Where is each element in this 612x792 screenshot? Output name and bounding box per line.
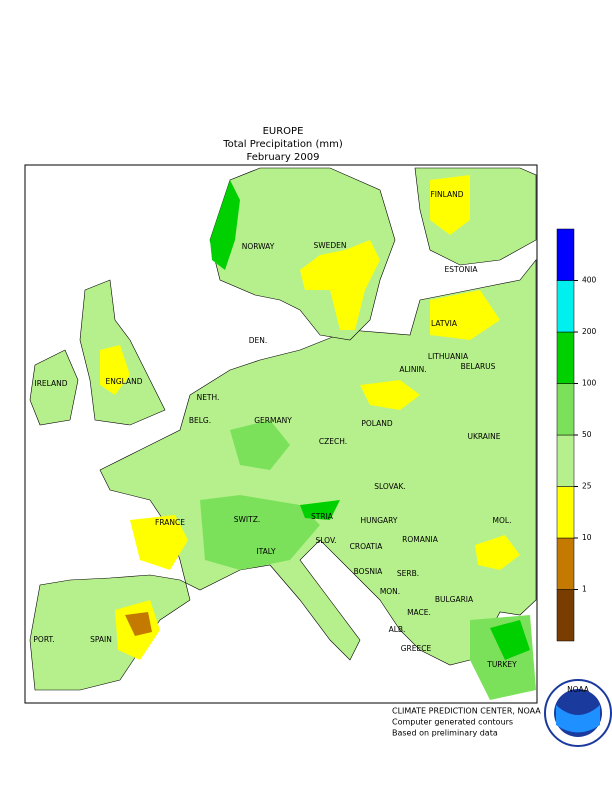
legend-box [556, 228, 575, 281]
footer-line: Based on preliminary data [392, 729, 498, 738]
country-label: TURKEY [486, 660, 517, 669]
legend-label: 1 [582, 585, 587, 594]
country-label: CROATIA [350, 542, 384, 551]
noaa-logo [544, 679, 612, 747]
land-ireland [29, 349, 79, 426]
country-label: BELARUS [461, 362, 496, 371]
legend-label: 50 [582, 430, 592, 439]
country-label: MOL. [493, 516, 512, 525]
legend-box [556, 486, 575, 539]
legend-box [556, 434, 575, 487]
country-label: ENGLAND [105, 377, 142, 386]
country-label: BULGARIA [435, 595, 474, 604]
country-label: SPAIN [90, 635, 112, 644]
country-label: GERMANY [254, 416, 292, 425]
dry-sweden [300, 240, 380, 330]
country-label: LITHUANIA [428, 352, 469, 361]
wet-alps [200, 495, 320, 570]
country-label: FRANCE [155, 518, 185, 527]
title-block: EUROPE Total Precipitation (mm) February 2… [222, 126, 343, 163]
country-label: SWEDEN [313, 241, 346, 250]
country-label: ALB. [389, 625, 406, 634]
map [24, 164, 538, 704]
country-label: HUNGARY [361, 516, 398, 525]
legend-box [556, 383, 575, 436]
country-labels: NORWAY SWEDEN FINLAND ESTONIA LATVIA DEN. LITH… [33, 190, 517, 669]
country-label: ROMANIA [402, 535, 439, 544]
dry-poland [360, 380, 420, 410]
country-label: IRELAND [34, 379, 67, 388]
dry-ukraine [475, 535, 520, 570]
country-label: MON. [380, 587, 400, 596]
land-continent [29, 259, 537, 691]
legend-label: 200 [582, 327, 597, 336]
legend-label: 100 [582, 379, 597, 388]
country-label: CZECH. [319, 437, 347, 446]
wet-norway [210, 180, 240, 270]
very-wet-turkey [490, 620, 530, 660]
title-line: February 2009 [247, 152, 320, 163]
country-label: BOSNIA [354, 567, 383, 576]
legend-label: 25 [582, 482, 592, 491]
legend-box [556, 280, 575, 333]
very-wet-alps [300, 500, 340, 520]
legend: 1 10 25 50 100 200 400 [556, 228, 597, 642]
dry-finland [430, 175, 470, 235]
legend-box [556, 331, 575, 384]
dry-france [130, 515, 188, 570]
country-label: NORWAY [242, 242, 275, 251]
dry-baltic [430, 290, 500, 340]
country-label: SLOVAK. [374, 482, 406, 491]
country-label: ALININ. [399, 365, 426, 374]
very-dry-spain [125, 612, 152, 636]
logo-text: NOAA [567, 685, 590, 694]
country-label: DEN. [249, 336, 268, 345]
legend-box [556, 589, 575, 642]
country-label: PORT. [33, 635, 54, 644]
logo-wave [556, 705, 600, 733]
country-label: MACE. [407, 608, 431, 617]
footer: CLIMATE PREDICTION CENTER, NOAA Computer … [392, 707, 541, 738]
country-label: GREECE [401, 644, 432, 653]
country-label: ESTONIA [445, 265, 479, 274]
country-label: SERB. [397, 569, 419, 578]
country-label: SWITZ. [234, 515, 261, 524]
legend-label: 10 [582, 533, 592, 542]
country-label: LATVIA [431, 319, 458, 328]
country-label: STRIA [311, 512, 334, 521]
footer-line: Computer generated contours [392, 718, 513, 727]
legend-box [556, 537, 575, 590]
country-label: SLOV. [316, 536, 337, 545]
country-label: UKRAINE [467, 432, 500, 441]
title-line: Total Precipitation (mm) [222, 139, 343, 150]
country-label: POLAND [361, 419, 393, 428]
legend-label: 400 [582, 276, 597, 285]
wet-germany [230, 420, 290, 470]
country-label: FINLAND [430, 190, 463, 199]
country-label: ITALY [256, 547, 276, 556]
title-line: EUROPE [263, 126, 304, 137]
footer-line: CLIMATE PREDICTION CENTER, NOAA [392, 707, 541, 716]
country-label: BELG. [189, 416, 211, 425]
country-label: NETH. [197, 393, 220, 402]
dry-england [100, 345, 130, 395]
